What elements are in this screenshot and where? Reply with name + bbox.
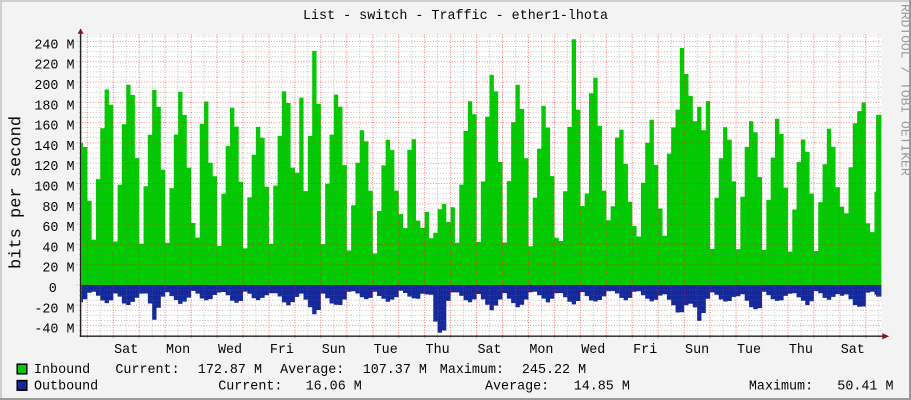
- svg-text:160 M: 160 M: [34, 120, 74, 135]
- svg-text:Maximum:: Maximum:: [440, 363, 504, 378]
- svg-text:220 M: 220 M: [34, 59, 74, 74]
- svg-text:-20 M: -20 M: [34, 302, 74, 317]
- svg-text:-40 M: -40 M: [34, 323, 74, 338]
- svg-text:Thu: Thu: [789, 343, 813, 358]
- svg-text:200 M: 200 M: [34, 79, 74, 94]
- svg-text:Sun: Sun: [322, 343, 346, 358]
- svg-text:20 M: 20 M: [42, 262, 74, 277]
- svg-text:Thu: Thu: [426, 343, 450, 358]
- svg-text:140 M: 140 M: [34, 140, 74, 155]
- svg-text:40 M: 40 M: [42, 241, 74, 256]
- svg-text:Tue: Tue: [737, 343, 761, 358]
- svg-text:16.06 M: 16.06 M: [306, 379, 362, 394]
- svg-text:Average:: Average:: [280, 363, 344, 378]
- svg-text:Mon: Mon: [166, 343, 190, 358]
- svg-text:RRDTOOL / TOBI OETIKER: RRDTOOL / TOBI OETIKER: [898, 4, 911, 176]
- svg-text:50.41 M: 50.41 M: [837, 379, 893, 394]
- svg-text:100 M: 100 M: [34, 181, 74, 196]
- svg-text:Wed: Wed: [218, 343, 242, 358]
- svg-text:Sat: Sat: [477, 343, 501, 358]
- svg-text:60 M: 60 M: [42, 221, 74, 236]
- svg-text:Current:: Current:: [115, 363, 179, 378]
- svg-text:240 M: 240 M: [34, 38, 74, 53]
- svg-text:107.37 M: 107.37 M: [363, 363, 427, 378]
- svg-text:Average:: Average:: [485, 379, 549, 394]
- svg-text:bits per second: bits per second: [7, 116, 26, 269]
- svg-text:Wed: Wed: [581, 343, 605, 358]
- svg-text:Maximum:: Maximum:: [749, 379, 813, 394]
- svg-text:14.85 M: 14.85 M: [574, 379, 630, 394]
- svg-text:Sun: Sun: [685, 343, 709, 358]
- svg-text:120 M: 120 M: [34, 160, 74, 175]
- svg-text:List - switch - Traffic - ethe: List - switch - Traffic - ether1-lhota: [303, 9, 608, 24]
- svg-text:Fri: Fri: [270, 343, 294, 358]
- svg-text:Sat: Sat: [841, 343, 865, 358]
- svg-text:172.87 M: 172.87 M: [198, 363, 262, 378]
- svg-text:Tue: Tue: [374, 343, 398, 358]
- svg-text:Inbound: Inbound: [34, 363, 90, 378]
- svg-text:180 M: 180 M: [34, 99, 74, 114]
- svg-text:Fri: Fri: [633, 343, 657, 358]
- svg-text:Mon: Mon: [529, 343, 553, 358]
- svg-text:245.22 M: 245.22 M: [522, 363, 586, 378]
- svg-text:0: 0: [49, 282, 57, 297]
- svg-text:Current:: Current:: [218, 379, 282, 394]
- svg-text:Sat: Sat: [114, 343, 138, 358]
- svg-text:Outbound: Outbound: [34, 379, 98, 394]
- svg-text:80 M: 80 M: [42, 201, 74, 216]
